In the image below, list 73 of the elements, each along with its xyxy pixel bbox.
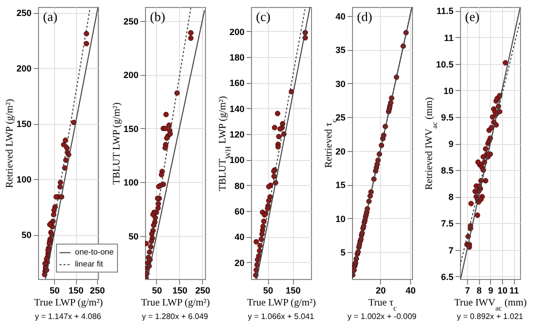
y-tick-label: 9 — [448, 139, 454, 150]
y-tick-label: 20 — [335, 146, 346, 156]
x-tick-label: 50 — [50, 286, 60, 296]
y-tick-label: 100 — [123, 178, 138, 188]
x-axis-title: True τ$_{c}$ — [368, 298, 398, 312]
y-tick-label: 180 — [229, 52, 244, 63]
y-tick-label: 10 — [335, 214, 346, 224]
x-axis-title: True LWP (g/m²) — [247, 298, 316, 308]
y-axis-title: TBLUT LWP (g/m²) — [111, 102, 122, 185]
y-tick-label: 6.5 — [440, 272, 454, 282]
chart-title: (e) — [465, 9, 480, 24]
x-tick-label: 40 — [406, 286, 416, 296]
y-tick-label: 150 — [16, 119, 32, 130]
y-tick-label: 50 — [128, 231, 138, 242]
y-tick-label: 60 — [234, 206, 244, 216]
text: y = 1.280x + 6.049 — [142, 312, 209, 321]
text: y = 0.892x + 1.021 — [456, 312, 524, 321]
y-tick-label: 40 — [335, 11, 346, 22]
text: y = 1.066x + 5.041 — [248, 312, 315, 321]
text: y = 1.002x + -0.009 — [348, 312, 418, 321]
y-tick-label: 9.5 — [440, 112, 454, 122]
legend-label: one-to-one — [75, 248, 114, 257]
y-tick-label: 250 — [16, 8, 32, 18]
y-tick-label: 10 — [443, 86, 454, 96]
x-tick-label: 150 — [286, 286, 301, 296]
y-axis-title: Retrieved LWP (g/m²) — [4, 98, 16, 188]
x-tick-label: 10 — [497, 286, 508, 296]
chart-title: (a) — [43, 9, 58, 24]
x-axis-title: True LWP (g/m²) — [34, 298, 103, 308]
x-axis-title: True IWV$_{ac}$ (mm) — [454, 298, 527, 312]
legend-label: linear fit — [75, 260, 104, 269]
y-tick-label: 35 — [335, 45, 346, 56]
y-tick-label: 20 — [234, 258, 244, 268]
chart-title: (b) — [150, 9, 166, 24]
y-tick-label: 200 — [16, 64, 32, 74]
y-tick-label: 160 — [229, 78, 244, 88]
y-tick-label: 100 — [16, 174, 32, 185]
y-tick-label: 5 — [340, 248, 346, 258]
x-axis-title: True LWP (g/m²) — [141, 298, 210, 308]
text: y = 1.147x + 4.086 — [34, 312, 102, 321]
y-tick-label: 200 — [229, 26, 244, 37]
y-tick-label: 80 — [234, 180, 244, 191]
y-tick-label: 8 — [448, 192, 454, 202]
x-tick-label: 150 — [68, 286, 84, 296]
y-tick-label: 50 — [21, 230, 32, 240]
y-tick-label: 11 — [444, 32, 454, 43]
x-tick-label: 50 — [152, 286, 162, 296]
chart-title: (d) — [357, 9, 372, 24]
x-tick-label: 9 — [488, 286, 494, 296]
x-tick-label: 150 — [172, 286, 188, 296]
y-tick-label: 200 — [123, 70, 138, 80]
y-tick-label: 15 — [335, 180, 346, 190]
chart-title: (c) — [256, 9, 270, 24]
y-tick-label: 25 — [335, 112, 346, 123]
x-tick-label: 250 — [90, 286, 105, 296]
y-tick-label: 140 — [229, 104, 244, 114]
x-tick-label: 7 — [464, 286, 470, 296]
x-tick-label: 250 — [195, 286, 210, 296]
y-tick-label: 120 — [229, 130, 244, 140]
y-tick-label: 11.5 — [436, 6, 454, 16]
y-tick-label: 250 — [123, 16, 138, 26]
y-tick-label: 7 — [448, 245, 454, 256]
y-tick-label: 8.5 — [440, 166, 454, 176]
x-tick-label: 11 — [509, 286, 519, 296]
x-tick-label: 8 — [476, 286, 482, 296]
y-tick-label: 100 — [229, 155, 244, 166]
y-tick-label: 30 — [335, 78, 346, 89]
x-tick-label: 50 — [263, 286, 274, 296]
y-tick-label: 40 — [234, 232, 244, 242]
y-tick-label: 7.5 — [440, 218, 454, 229]
y-tick-label: 10.5 — [436, 59, 454, 70]
y-tick-label: 150 — [123, 124, 138, 134]
x-tick-label: 20 — [376, 286, 386, 296]
